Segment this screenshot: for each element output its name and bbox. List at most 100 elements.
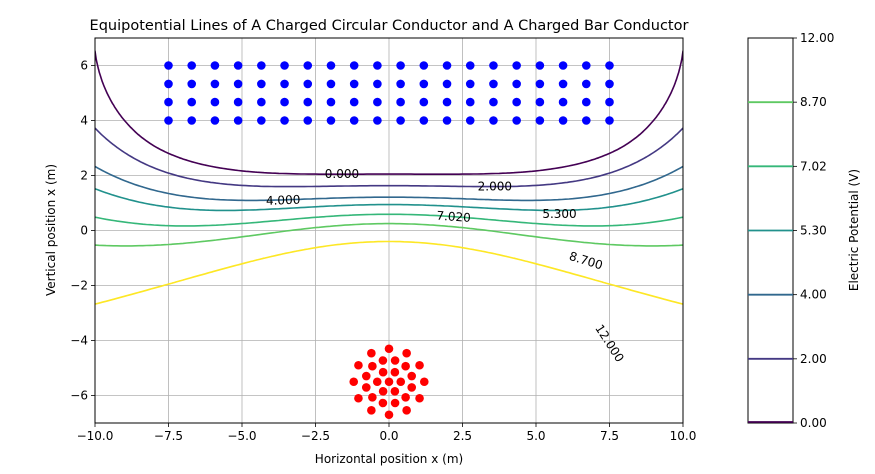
bar-charge-point — [280, 61, 289, 70]
circle-charge-point — [354, 360, 363, 370]
y-tick-label: 0 — [80, 224, 88, 238]
circle-charge-point — [390, 356, 400, 365]
circle-charge-point — [378, 367, 388, 377]
circle-charge-point — [407, 371, 417, 381]
circle-charge-point — [415, 393, 424, 403]
bar-charge-point — [373, 79, 382, 89]
y-tick-label: 2 — [80, 169, 88, 183]
contour-line-2.000 — [95, 127, 683, 188]
bar-charge-point — [164, 97, 173, 107]
x-axis-label: Horizontal position x (m) — [315, 452, 463, 466]
bar-charge-point — [280, 97, 289, 107]
circle-charge-point — [368, 393, 377, 402]
circle-charge-point — [401, 361, 410, 371]
circle-charge-point — [378, 386, 388, 396]
circle-charge-point — [390, 398, 400, 408]
bar-charge-point — [581, 97, 591, 107]
contour-label: 7.020 — [436, 209, 471, 225]
y-tick-label: 4 — [80, 114, 88, 128]
colorbar-tick-label: 4.00 — [800, 288, 827, 302]
bar-charge-point — [465, 79, 475, 89]
bar-charge-point — [349, 97, 359, 107]
bar-charge-point — [419, 61, 429, 70]
bar-charge-point — [164, 116, 173, 125]
contour-label: 4.000 — [266, 193, 301, 208]
circle-charge-point — [372, 377, 382, 387]
y-tick-label: −2 — [70, 279, 88, 293]
bar-conductor — [164, 61, 614, 125]
circle-charge-point — [390, 367, 400, 377]
colorbar-tick-label: 0.00 — [800, 416, 827, 430]
bar-charge-point — [396, 116, 405, 125]
bar-charge-point — [280, 79, 289, 89]
bar-charge-point — [442, 97, 452, 107]
circle-charge-point — [384, 344, 394, 354]
bar-charge-point — [349, 61, 359, 70]
bar-charge-point — [605, 61, 614, 70]
colorbar-tick-label: 5.30 — [800, 224, 827, 238]
bar-charge-point — [512, 79, 521, 89]
bar-charge-point — [465, 61, 475, 70]
bar-charge-point — [419, 79, 429, 89]
bar-charge-point — [489, 61, 498, 70]
bar-charge-point — [605, 97, 614, 107]
bar-charge-point — [326, 61, 336, 70]
contour-label: 2.000 — [478, 180, 512, 194]
contour-line-7.020 — [95, 213, 683, 227]
bar-charge-point — [233, 116, 243, 125]
bar-charge-point — [210, 61, 220, 70]
y-tick-label: −4 — [70, 334, 88, 348]
bar-charge-point — [373, 61, 382, 70]
contour-line-4.000 — [95, 165, 683, 202]
bar-charge-point — [535, 61, 545, 70]
y-axis-label: Vertical position x (m) — [44, 164, 58, 296]
y-tick-label: 6 — [80, 59, 88, 73]
x-tick-label: 10.0 — [670, 429, 697, 443]
bar-charge-point — [465, 97, 475, 107]
bar-charge-point — [326, 79, 336, 89]
contour-lines — [95, 50, 683, 305]
bar-charge-point — [210, 97, 220, 107]
circular-conductor — [349, 344, 429, 420]
bar-charge-point — [489, 97, 498, 107]
contour-line-12.000 — [95, 240, 683, 305]
x-tick-label: 0.0 — [379, 429, 398, 443]
contour-label: 0.000 — [325, 167, 359, 181]
y-tick-label: −6 — [70, 389, 88, 403]
bar-charge-point — [581, 79, 591, 89]
bar-charge-point — [581, 61, 591, 70]
bar-charge-point — [164, 79, 173, 89]
bar-charge-point — [187, 61, 197, 70]
bar-charge-point — [396, 97, 405, 107]
bar-charge-point — [257, 61, 266, 70]
bar-charge-point — [280, 116, 289, 125]
circle-charge-point — [378, 398, 388, 408]
bar-charge-point — [512, 97, 521, 107]
bar-charge-point — [419, 97, 429, 107]
chart-title: Equipotential Lines of A Charged Circula… — [90, 18, 689, 34]
bar-charge-point — [535, 97, 545, 107]
bar-charge-point — [326, 116, 336, 125]
circle-charge-point — [361, 383, 371, 392]
x-tick-label: −2.5 — [301, 429, 330, 443]
bar-charge-point — [489, 79, 498, 89]
bar-charge-point — [233, 61, 243, 70]
circle-charge-point — [402, 406, 411, 415]
colorbar-tick-label: 12.00 — [800, 31, 834, 45]
circle-charge-point — [390, 386, 400, 396]
contour-line-0.000 — [95, 50, 683, 175]
circle-charge-point — [419, 377, 429, 387]
bar-charge-point — [257, 97, 266, 107]
circle-charge-point — [354, 393, 363, 403]
x-tick-label: 5.0 — [526, 429, 545, 443]
bar-charge-point — [326, 97, 336, 107]
bar-charge-point — [396, 61, 405, 70]
bar-charge-point — [535, 79, 545, 89]
bar-charge-point — [187, 116, 197, 125]
bar-charge-point — [233, 79, 243, 89]
bar-charge-point — [303, 79, 313, 89]
bar-charge-point — [349, 116, 359, 125]
bar-charge-point — [233, 97, 243, 107]
circle-charge-point — [367, 406, 376, 415]
